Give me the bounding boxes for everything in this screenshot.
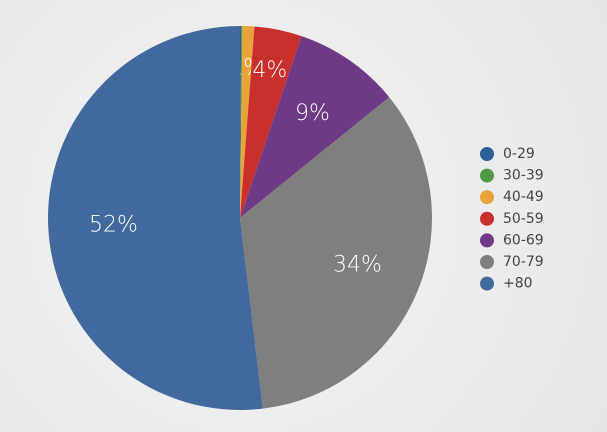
legend-marker [480,190,494,205]
pie-slice [240,26,255,218]
legend-marker [480,211,494,226]
legend-label: +80 [503,276,533,292]
value-label: 4% [252,58,287,83]
legend-label: 0-29 [503,146,535,162]
legend-label: 50-59 [503,211,544,227]
pie-slice [240,26,243,219]
legend-marker [480,255,494,269]
pie-slice [240,26,242,218]
pie-slice [240,97,433,409]
pie-slice [48,26,263,410]
legend-marker [480,147,494,161]
legend-marker [480,168,494,183]
legend-label: 40-49 [503,189,544,205]
legend-marker [480,276,494,291]
value-label: 34% [333,253,382,278]
value-label: 52% [89,213,138,238]
legend-label: 30-39 [503,168,544,184]
legend-label: 70-79 [503,254,544,270]
pie-slice [240,26,302,218]
legend-marker [480,233,494,248]
pie-slice [240,36,390,219]
value-label: 9% [295,101,330,126]
legend-label: 60-69 [503,232,544,248]
